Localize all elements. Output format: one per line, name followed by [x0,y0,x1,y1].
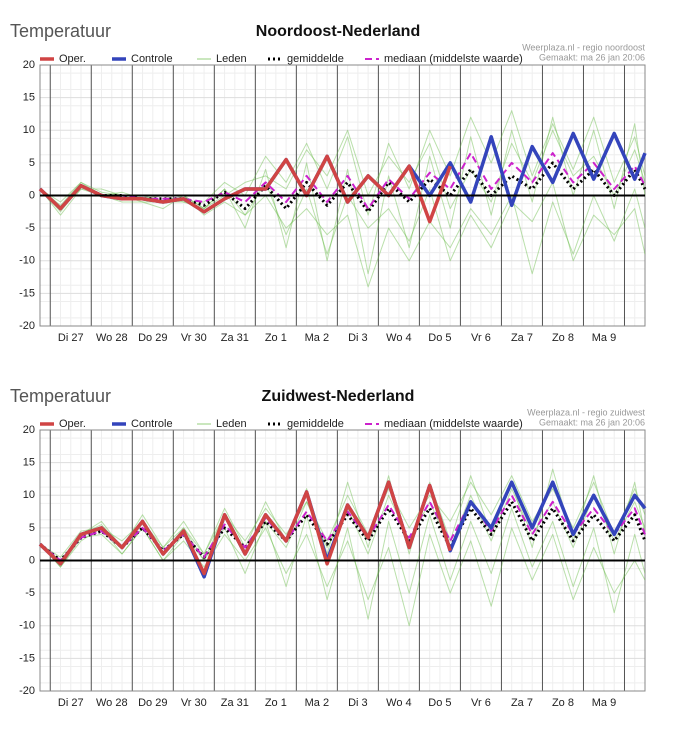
legend-label: gemiddelde [287,418,344,430]
x-tick-label: Za 31 [221,332,249,344]
legend-label: Oper. [59,53,86,65]
legend-label: Leden [216,53,247,65]
y-tick-label: 15 [23,92,35,104]
y-tick-label: -20 [19,685,35,697]
x-tick-label: Vr 6 [471,332,491,344]
source: Weerplaza.nl - regio zuidwest [527,407,645,417]
x-tick-label: Do 5 [428,332,451,344]
y-tick-label: 10 [23,124,35,136]
series-line [39,500,647,562]
y-tick-label: 20 [23,59,35,71]
y-tick-label: -15 [19,287,35,299]
y-tick-label: 15 [23,457,35,469]
x-tick-label: Za 7 [511,697,533,709]
y-tick-label: -20 [19,320,35,332]
member-line [39,185,646,288]
x-tick-label: Zo 8 [552,697,574,709]
legend-label: mediaan (middelste waarde) [384,418,523,430]
member-line [39,527,646,627]
x-tick-label: Zo 1 [265,697,287,709]
y-tick-label: 10 [23,489,35,501]
member-line [39,468,646,561]
series-line [38,154,452,224]
y-tick-label: 20 [23,424,35,436]
y-tick-label: -10 [19,620,35,632]
y-tick-label: 0 [29,189,35,201]
legend-label: gemiddelde [287,53,344,65]
y-tick-label: -5 [25,587,35,599]
legend-label: Leden [216,418,247,430]
series-line [38,161,647,214]
x-tick-label: Wo 4 [386,697,411,709]
chart-title: Zuidwest-Nederland [262,388,415,405]
x-tick-label: Ma 2 [305,697,329,709]
made: Gemaakt: ma 26 jan 20:06 [539,52,645,62]
y-tick-label: 5 [29,157,35,169]
x-tick-label: Wo 28 [96,697,128,709]
x-tick-label: Ma 9 [592,332,616,344]
series-line [38,480,647,579]
legend-label: Oper. [59,418,86,430]
y-tick-label: 5 [29,522,35,534]
legend-label: mediaan (middelste waarde) [384,53,523,65]
made: Gemaakt: ma 26 jan 20:06 [539,417,645,427]
x-tick-label: Do 29 [138,332,167,344]
x-tick-label: Zo 1 [265,332,287,344]
y-tick-label: -10 [19,255,35,267]
x-tick-label: Zo 8 [552,332,574,344]
x-tick-label: Di 27 [58,697,84,709]
x-tick-label: Di 27 [58,332,84,344]
x-tick-label: Za 31 [221,697,249,709]
x-tick-label: Di 3 [348,697,368,709]
heading: Temperatuur [10,386,111,406]
member-line [39,116,646,275]
x-tick-label: Vr 30 [181,697,207,709]
heading: Temperatuur [10,21,111,41]
x-tick-label: Vr 30 [181,332,207,344]
y-tick-label: -15 [19,652,35,664]
x-tick-label: Do 29 [138,697,167,709]
x-tick-label: Do 5 [428,697,451,709]
legend-label: Controle [131,53,173,65]
y-tick-label: 0 [29,554,35,566]
x-tick-label: Za 7 [511,332,533,344]
x-tick-label: Ma 2 [305,332,329,344]
chart-title: Noordoost-Nederland [256,23,420,40]
y-tick-label: -5 [25,222,35,234]
x-tick-label: Wo 4 [386,332,411,344]
x-tick-label: Vr 6 [471,697,491,709]
series-line [38,480,452,576]
x-tick-label: Ma 9 [592,697,616,709]
x-tick-label: Wo 28 [96,332,128,344]
x-tick-label: Di 3 [348,332,368,344]
series-line [39,494,646,562]
legend-label: Controle [131,418,173,430]
source: Weerplaza.nl - regio noordoost [522,42,645,52]
